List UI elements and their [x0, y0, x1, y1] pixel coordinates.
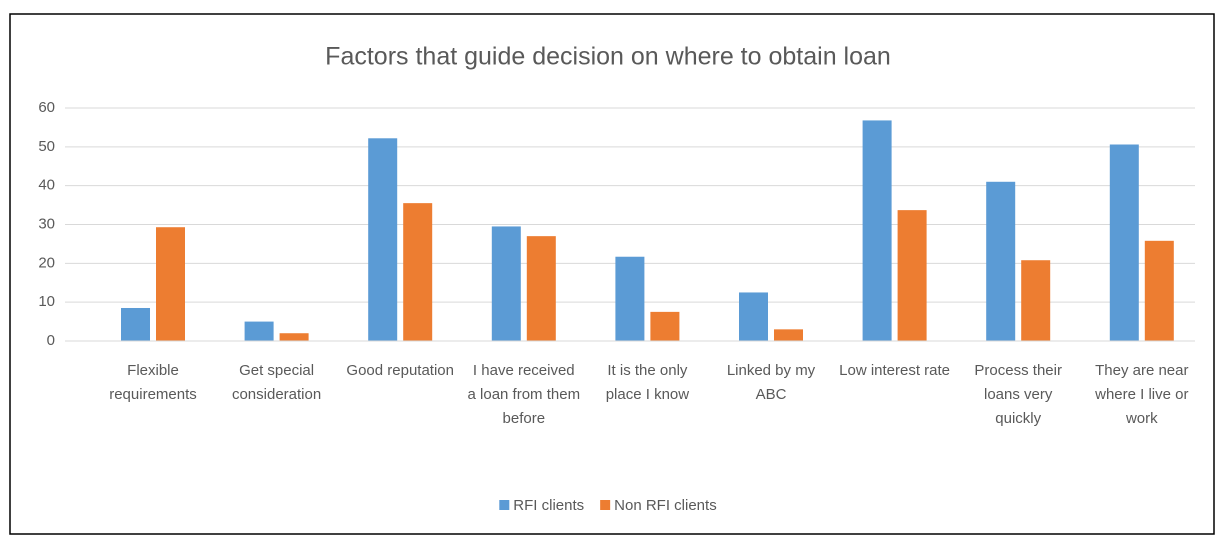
- label-line: Flexible: [127, 362, 179, 379]
- label-line: Good reputation: [346, 362, 454, 379]
- legend-swatch: [600, 500, 611, 510]
- label-line: consideration: [232, 386, 321, 403]
- label-line: quickly: [995, 410, 1041, 427]
- bar: [1109, 144, 1139, 341]
- bar: [1144, 240, 1174, 341]
- label-line: Low interest rate: [839, 362, 950, 379]
- label-line: It is the only: [607, 362, 688, 379]
- bar: [615, 256, 645, 341]
- y-tick-label: 50: [38, 138, 55, 155]
- bar: [739, 292, 768, 341]
- bar: [121, 307, 150, 341]
- legend-swatch: [499, 500, 510, 510]
- x-tick-label: Get special consideration: [232, 362, 321, 403]
- label-line: loans very: [984, 386, 1053, 403]
- label-line: Process their: [974, 362, 1062, 379]
- y-tick-label: 10: [38, 293, 55, 310]
- bar: [774, 329, 803, 341]
- bar: [862, 120, 892, 341]
- label-line: Get special: [239, 362, 314, 379]
- chart-title: Factors that guide decision on where to …: [325, 43, 891, 71]
- label-line: Linked by my: [727, 362, 816, 379]
- label-line: requirements: [109, 386, 197, 403]
- x-tick-label: Good reputation: [346, 362, 454, 379]
- legend-label: RFI clients: [513, 497, 584, 514]
- y-tick-label: 60: [38, 99, 55, 116]
- bar: [156, 227, 185, 341]
- label-line: work: [1125, 410, 1158, 427]
- x-tick-label: I have received a loan from them before: [468, 362, 581, 427]
- bar: [244, 321, 274, 341]
- y-tick-label: 20: [38, 254, 55, 271]
- x-tick-label: They are near where I live or work: [1094, 362, 1188, 427]
- label-line: where I live or: [1094, 386, 1188, 403]
- x-tick-label: Low interest rate: [839, 362, 950, 379]
- legend: RFI clients Non RFI clients: [499, 497, 717, 514]
- x-tick-label: Flexible requirements: [109, 362, 197, 403]
- bar: [650, 311, 680, 341]
- bar: [368, 138, 398, 341]
- label-line: a loan from them: [468, 386, 581, 403]
- y-tick-label: 40: [38, 177, 55, 194]
- x-tick-label: It is the only place I know: [606, 362, 690, 403]
- bar: [403, 203, 433, 341]
- x-tick-label: Process their loans very quickly: [974, 362, 1062, 427]
- bar: [897, 210, 927, 341]
- label-line: place I know: [606, 386, 690, 403]
- bar: [986, 181, 1016, 341]
- label-line: They are near: [1095, 362, 1188, 379]
- x-tick-label: Linked by my ABC: [727, 362, 816, 403]
- label-line: before: [503, 410, 546, 427]
- y-tick-label: 30: [38, 215, 55, 232]
- legend-label: Non RFI clients: [614, 497, 717, 514]
- label-line: ABC: [756, 386, 787, 403]
- bar: [1021, 260, 1051, 341]
- label-line: I have received: [473, 362, 575, 379]
- y-tick-label: 0: [47, 332, 55, 349]
- bar: [279, 333, 309, 341]
- bar: [491, 226, 521, 341]
- bar: [526, 236, 556, 341]
